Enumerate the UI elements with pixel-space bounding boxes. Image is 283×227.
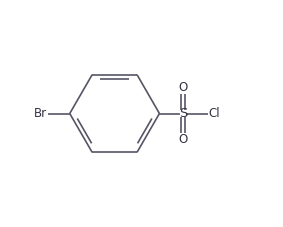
Text: Br: Br <box>34 107 47 120</box>
Text: Cl: Cl <box>209 107 220 120</box>
Text: O: O <box>178 81 188 94</box>
Text: O: O <box>178 133 188 146</box>
Text: S: S <box>179 107 187 120</box>
